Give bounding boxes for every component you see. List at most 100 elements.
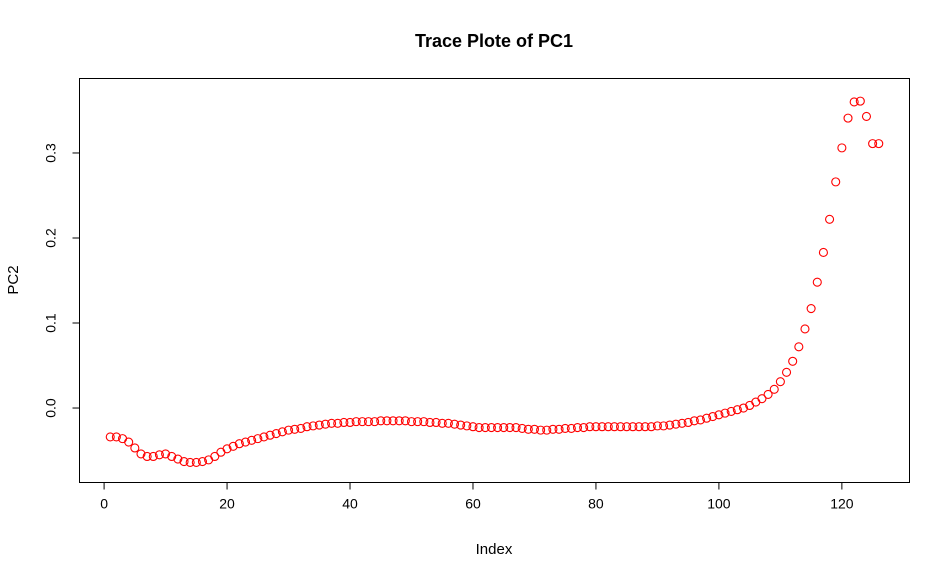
data-point	[456, 420, 466, 430]
data-point	[800, 324, 810, 334]
plot-frame	[79, 78, 910, 483]
x-axis: 0 20 40 60 80 100 120	[100, 482, 854, 512]
data-point	[677, 418, 687, 428]
data-point	[449, 419, 460, 429]
y-tick-label: 0.1	[43, 313, 59, 333]
data-point	[868, 139, 878, 149]
data-point	[732, 405, 742, 415]
chart-title: Trace Plote of PC1	[415, 31, 573, 51]
data-point	[130, 443, 140, 453]
data-point	[781, 367, 792, 377]
data-point	[523, 424, 533, 434]
data-point	[191, 457, 201, 467]
data-point	[659, 421, 669, 431]
data-point	[843, 113, 853, 123]
data-point	[363, 417, 374, 427]
data-point	[529, 424, 540, 434]
data-point	[683, 417, 693, 428]
data-point	[831, 177, 841, 187]
data-point	[615, 422, 626, 432]
data-point	[511, 423, 521, 433]
data-point	[825, 214, 835, 224]
data-point	[154, 450, 164, 460]
data-point	[228, 441, 238, 451]
data-point	[738, 403, 749, 413]
data-point	[855, 96, 865, 106]
data-point	[247, 435, 257, 445]
y-tick-label: 0.0	[43, 398, 59, 418]
data-point	[554, 424, 564, 434]
data-point	[167, 451, 177, 462]
data-point	[314, 420, 324, 430]
data-point	[775, 377, 785, 387]
x-tick-label: 80	[588, 496, 604, 512]
data-point	[806, 304, 816, 314]
data-point	[320, 419, 330, 429]
x-axis-label: Index	[476, 541, 513, 558]
data-point	[474, 423, 484, 433]
data-point	[333, 418, 343, 428]
data-point	[351, 417, 361, 427]
data-point	[646, 422, 656, 432]
data-point	[757, 394, 767, 404]
data-point	[382, 416, 392, 426]
data-point	[357, 417, 367, 427]
data-point	[210, 451, 220, 462]
data-point	[585, 422, 595, 432]
data-point	[400, 416, 410, 426]
data-point	[222, 444, 232, 454]
data-point	[548, 424, 558, 434]
data-point	[769, 384, 779, 394]
data-point	[591, 422, 601, 432]
data-point	[413, 417, 423, 427]
data-point	[283, 425, 294, 435]
data-point	[302, 422, 312, 432]
data-point	[437, 418, 447, 428]
data-point	[419, 417, 429, 427]
data-point	[142, 451, 152, 462]
data-point	[849, 97, 859, 107]
data-point	[726, 406, 736, 416]
data-point	[566, 423, 576, 433]
data-point	[327, 418, 337, 428]
data-point	[671, 419, 681, 429]
data-point	[253, 434, 263, 444]
data-point	[271, 428, 281, 439]
data-point	[579, 423, 589, 433]
data-point	[788, 356, 798, 366]
data-point	[370, 417, 380, 427]
data-point	[443, 418, 453, 428]
data-point	[665, 420, 675, 430]
data-point	[609, 422, 619, 432]
data-point	[259, 432, 269, 442]
data-point	[111, 432, 121, 442]
data-point	[240, 437, 251, 447]
data-point	[185, 457, 195, 467]
data-point	[622, 422, 632, 432]
data-point	[105, 432, 115, 442]
data-point	[339, 417, 349, 428]
data-point	[124, 437, 134, 447]
x-tick-label: 20	[219, 496, 235, 512]
data-point	[874, 139, 884, 149]
data-point	[290, 424, 300, 434]
data-point	[148, 451, 158, 462]
data-point	[861, 111, 872, 121]
data-point	[376, 416, 386, 426]
data-point	[425, 417, 435, 428]
data-point	[406, 417, 417, 427]
data-point	[714, 410, 724, 420]
data-point	[837, 143, 847, 153]
y-axis-label: PC2	[5, 265, 22, 294]
data-point	[572, 423, 583, 433]
x-tick-label: 40	[342, 496, 358, 512]
data-point	[462, 421, 472, 431]
data-point	[388, 416, 398, 426]
data-points	[105, 96, 884, 467]
data-point	[542, 425, 552, 435]
data-point	[480, 423, 490, 433]
data-point	[702, 413, 712, 423]
data-point	[560, 423, 570, 433]
data-point	[161, 449, 171, 459]
data-point	[689, 416, 699, 426]
